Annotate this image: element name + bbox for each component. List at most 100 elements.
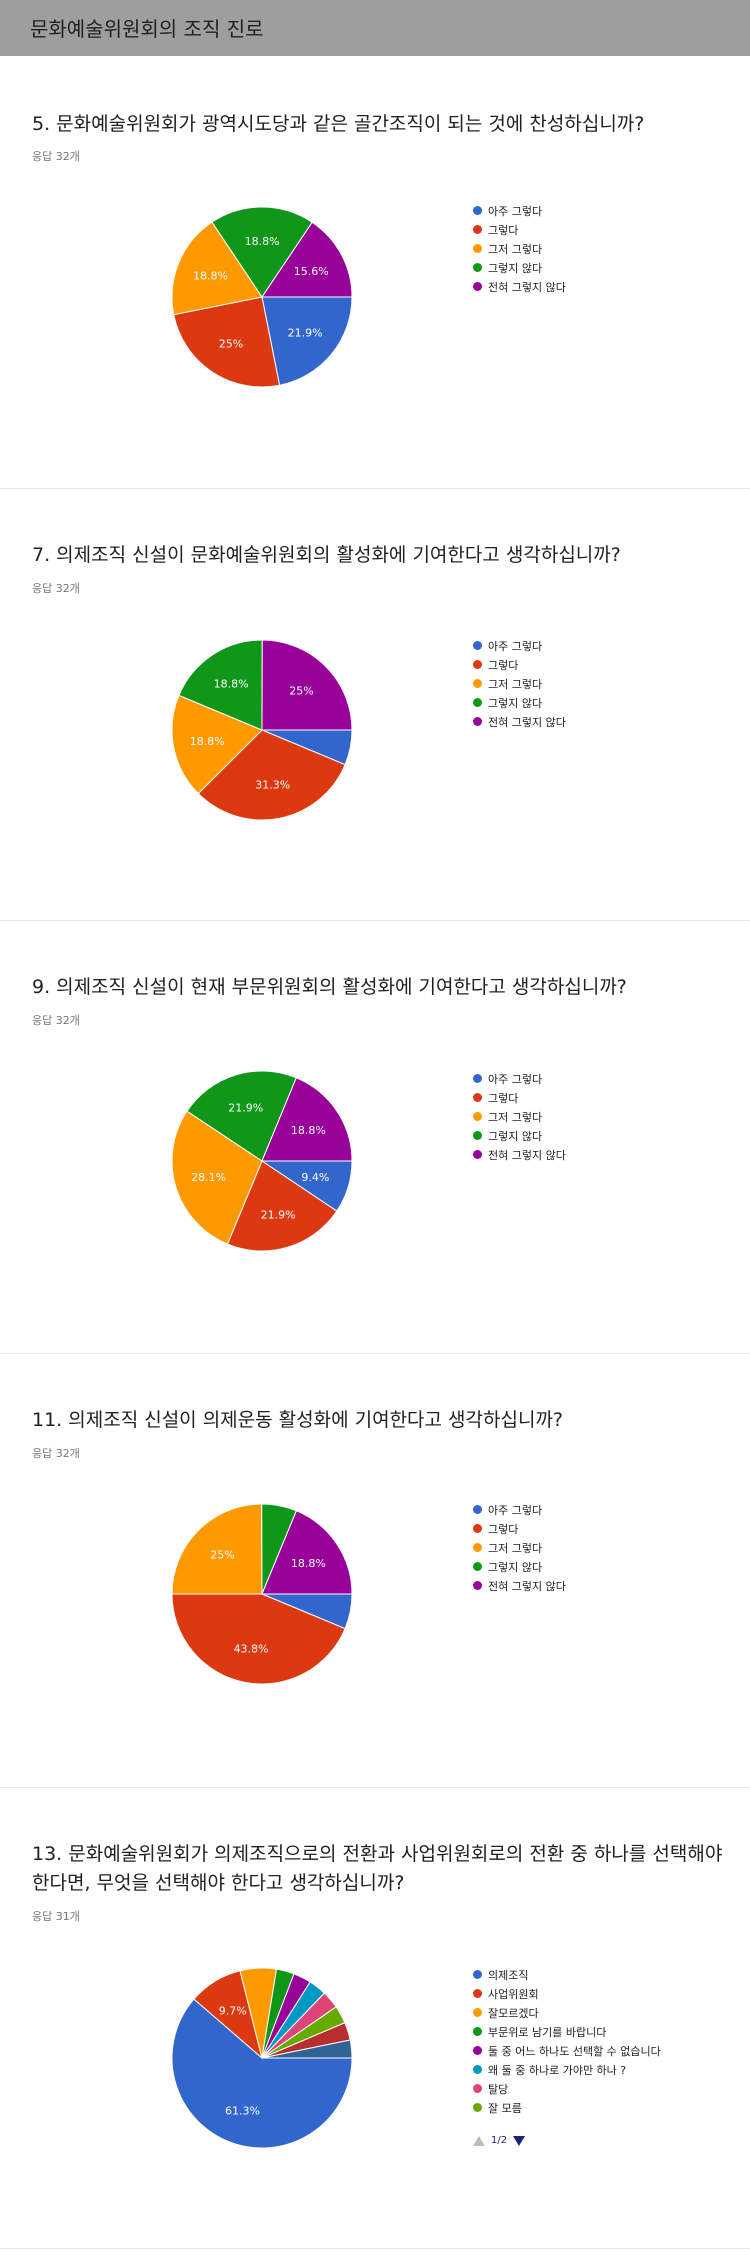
pie-value-label: 21.9%: [261, 1208, 296, 1221]
form-title: 문화예술위원회의 조직 진로: [30, 17, 264, 41]
pie-value-label: 61.3%: [225, 2104, 260, 2117]
pie-slice-10[interactable]: [261, 2039, 353, 2059]
legend-label: 사업위원회: [488, 1988, 539, 2001]
legend-label: 그렇지 않다: [488, 697, 543, 710]
legend-label: 전혀 그렇지 않다: [488, 716, 566, 729]
response-count: 응답 32개: [32, 1447, 80, 1460]
question-section-q2: 9. 의제조직 신설이 현재 부문위원회의 활성화에 기여한다고 생각하십니까?…: [0, 921, 750, 1354]
question-section-q0: 5. 문화예술위원회가 광역시도당과 같은 골간조직이 되는 것에 찬성하십니까…: [0, 56, 750, 489]
pie-value-label: 28.1%: [191, 1171, 226, 1184]
pie-slice-2[interactable]: [173, 296, 281, 388]
legend-swatch: [473, 660, 482, 669]
triangle-up-icon[interactable]: [473, 2136, 485, 2146]
pie-value-label: 18.8%: [193, 270, 228, 283]
legend-label: 그렇다: [488, 659, 519, 672]
response-count: 응답 32개: [32, 150, 80, 163]
pie-slice-2[interactable]: [197, 729, 346, 821]
response-count: 응답 32개: [32, 582, 80, 595]
pie-slice-5[interactable]: [261, 1077, 353, 1162]
pie-slice-1[interactable]: [261, 296, 353, 386]
pie-value-label: 21.9%: [228, 1102, 263, 1115]
question-section-q1: 7. 의제조직 신설이 문화예술위원회의 활성화에 기여한다고 생각하십니까? 응…: [0, 489, 750, 921]
legend-label: 전혀 그렇지 않다: [488, 1149, 566, 1162]
form-header: 문화예술위원회의 조직 진로: [0, 0, 750, 56]
pie-chart: 21.9% 25% 18.8% 18.8% 15.6%: [171, 206, 353, 388]
legend-label: 그렇다: [488, 224, 519, 237]
pie-slice-5[interactable]: [261, 639, 353, 731]
legend-swatch: [473, 1581, 482, 1590]
legend-label: 아주 그렇다: [488, 640, 543, 653]
pie-slice-2[interactable]: [226, 1160, 338, 1252]
legend-swatch: [473, 1505, 482, 1514]
legend-swatch: [473, 2103, 482, 2112]
pie-value-label: 18.8%: [291, 1124, 326, 1137]
legend-label: 왜 둘 중 하나로 가야만 하나 ?: [488, 2064, 627, 2077]
question-title: 7. 의제조직 신설이 문화예술위원회의 활성화에 기여한다고 생각하십니까?: [32, 544, 621, 566]
legend-swatch: [473, 1150, 482, 1159]
question-title: 11. 의제조직 신설이 의제운동 활성화에 기여한다고 생각하십니까?: [32, 1409, 564, 1431]
legend-label: 그렇지 않다: [488, 1130, 543, 1143]
legend-swatch: [473, 679, 482, 688]
question-title: 5. 문화예술위원회가 광역시도당과 같은 골간조직이 되는 것에 찬성하십니까…: [32, 113, 645, 135]
legend-label: 아주 그렇다: [488, 1504, 543, 1517]
triangle-down-icon[interactable]: [513, 2136, 525, 2146]
pie-slice-3[interactable]: [171, 1110, 263, 1245]
legend-label: 잘 모름: [488, 2102, 522, 2115]
section-divider: [0, 1787, 750, 1788]
legend-label: 그저 그렇다: [488, 1111, 543, 1124]
legend-label: 탈당: [488, 2083, 509, 2096]
pie-value-label: 18.8%: [190, 735, 225, 748]
pie-slice-3[interactable]: [171, 221, 263, 316]
legend-label: 전혀 그렇지 않다: [488, 1580, 566, 1593]
legend-swatch: [473, 717, 482, 726]
pie-slice-1[interactable]: [171, 1998, 353, 2149]
question-section-q4: 13. 문화예술위원회가 의제조직으로의 전환과 사업위원회로의 전환 중 하나…: [0, 1788, 750, 2249]
legend-label: 그렇다: [488, 1523, 519, 1536]
pie-slice-3[interactable]: [171, 694, 263, 795]
pie-slice-4[interactable]: [186, 1070, 297, 1162]
legend-label: 그렇지 않다: [488, 262, 543, 275]
response-count: 응답 32개: [32, 1014, 80, 1027]
pie-slice-4[interactable]: [178, 639, 263, 731]
pie-value-label: 43.8%: [234, 1643, 269, 1656]
legend-swatch: [473, 1524, 482, 1533]
pie-value-label: 9.4%: [301, 1171, 329, 1184]
pie-chart: 61.3% 9.7%: [171, 1967, 353, 2149]
legend-swatch: [473, 698, 482, 707]
legend-swatch: [473, 2084, 482, 2093]
legend-label: 아주 그렇다: [488, 205, 543, 218]
legend-label: 그렇지 않다: [488, 1561, 543, 1574]
legend-swatch: [473, 1562, 482, 1571]
response-count: 응답 31개: [32, 1910, 80, 1923]
question-section-q3: 11. 의제조직 신설이 의제운동 활성화에 기여한다고 생각하십니까? 응답 3…: [0, 1354, 750, 1788]
question-title: 9. 의제조직 신설이 현재 부문위원회의 활성화에 기여한다고 생각하십니까?: [32, 976, 627, 998]
pie-slice-4[interactable]: [211, 206, 313, 298]
pie-chart: 9.4% 21.9% 28.1% 21.9% 18.8%: [171, 1070, 353, 1252]
pie-slice-3[interactable]: [171, 1503, 263, 1595]
pie-value-label: 18.8%: [245, 235, 280, 248]
pie-value-label: 15.6%: [294, 265, 329, 278]
legend-label: 그렇다: [488, 1092, 519, 1105]
legend-swatch: [473, 2065, 482, 2074]
legend-swatch: [473, 1989, 482, 1998]
legend-swatch: [473, 641, 482, 650]
pie-value-label: 21.9%: [288, 326, 323, 339]
legend-swatch: [473, 1131, 482, 1140]
pie-value-label: 18.8%: [291, 1557, 326, 1570]
pie-value-label: 18.8%: [214, 678, 249, 691]
legend-label: 잘모르겠다: [488, 2007, 539, 2020]
legend-label: 전혀 그렇지 않다: [488, 281, 566, 294]
pie-value-label: 31.3%: [255, 779, 290, 792]
legend-label: 그저 그렇다: [488, 678, 543, 691]
pie-slice-5[interactable]: [261, 221, 353, 298]
legend-swatch: [473, 206, 482, 215]
pie-slice-5[interactable]: [261, 1510, 353, 1595]
legend-swatch: [473, 1093, 482, 1102]
section-divider: [0, 920, 750, 921]
legend-label: 부문위로 남기를 바랍니다: [488, 2026, 607, 2039]
legend-swatch: [473, 225, 482, 234]
legend-swatch: [473, 2027, 482, 2036]
pie-slice-2[interactable]: [171, 1593, 346, 1685]
legend-label: 그저 그렇다: [488, 243, 543, 256]
section-divider: [0, 488, 750, 489]
